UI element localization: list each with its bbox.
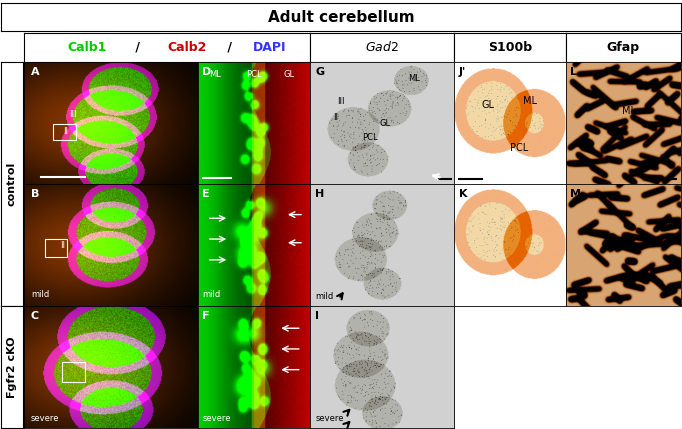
Text: II: II: [63, 127, 68, 136]
Text: severe: severe: [315, 414, 344, 423]
Text: G: G: [315, 67, 325, 77]
Text: PCL: PCL: [509, 142, 528, 152]
Text: II: II: [59, 241, 65, 250]
Text: Adult cerebellum: Adult cerebellum: [268, 10, 414, 25]
Text: Fgfr2 cKO: Fgfr2 cKO: [7, 336, 17, 398]
Text: mild: mild: [315, 293, 333, 302]
Text: ML: ML: [622, 106, 636, 116]
Text: III: III: [338, 97, 345, 106]
Bar: [62, 363, 85, 382]
Text: D: D: [203, 67, 211, 77]
Text: Calb1: Calb1: [67, 41, 106, 54]
Text: J': J': [458, 67, 466, 77]
Text: L: L: [570, 67, 577, 77]
Text: PCL: PCL: [362, 133, 378, 142]
Text: M: M: [570, 189, 581, 199]
Text: C: C: [31, 311, 39, 321]
Text: GL: GL: [284, 69, 295, 79]
Text: control: control: [7, 162, 17, 206]
Text: S100b: S100b: [488, 41, 532, 54]
Text: III: III: [69, 110, 76, 119]
Text: ML: ML: [408, 74, 419, 83]
Bar: [45, 239, 68, 257]
Text: II: II: [333, 112, 338, 121]
Text: F: F: [203, 311, 210, 321]
Text: GL: GL: [481, 100, 494, 110]
Text: $\bf{\it{Gad2}}$: $\bf{\it{Gad2}}$: [365, 40, 399, 54]
Text: /: /: [132, 41, 145, 54]
Text: severe: severe: [203, 414, 231, 423]
Text: DAPI: DAPI: [253, 41, 286, 54]
Text: ML: ML: [209, 69, 220, 79]
Text: /: /: [223, 41, 236, 54]
Text: mild: mild: [203, 290, 221, 299]
Text: mild: mild: [31, 290, 49, 299]
Bar: [53, 124, 76, 140]
Text: GL: GL: [379, 119, 390, 128]
Text: B: B: [31, 189, 39, 199]
Text: H: H: [315, 189, 325, 199]
Text: Calb2: Calb2: [167, 41, 207, 54]
Text: severe: severe: [31, 414, 59, 423]
Text: ML: ML: [523, 96, 537, 106]
Text: I: I: [315, 311, 319, 321]
Text: E: E: [203, 189, 210, 199]
Text: K: K: [458, 189, 467, 199]
Text: Gfap: Gfap: [606, 41, 640, 54]
Text: PCL: PCL: [246, 69, 262, 79]
Text: A: A: [31, 67, 40, 77]
